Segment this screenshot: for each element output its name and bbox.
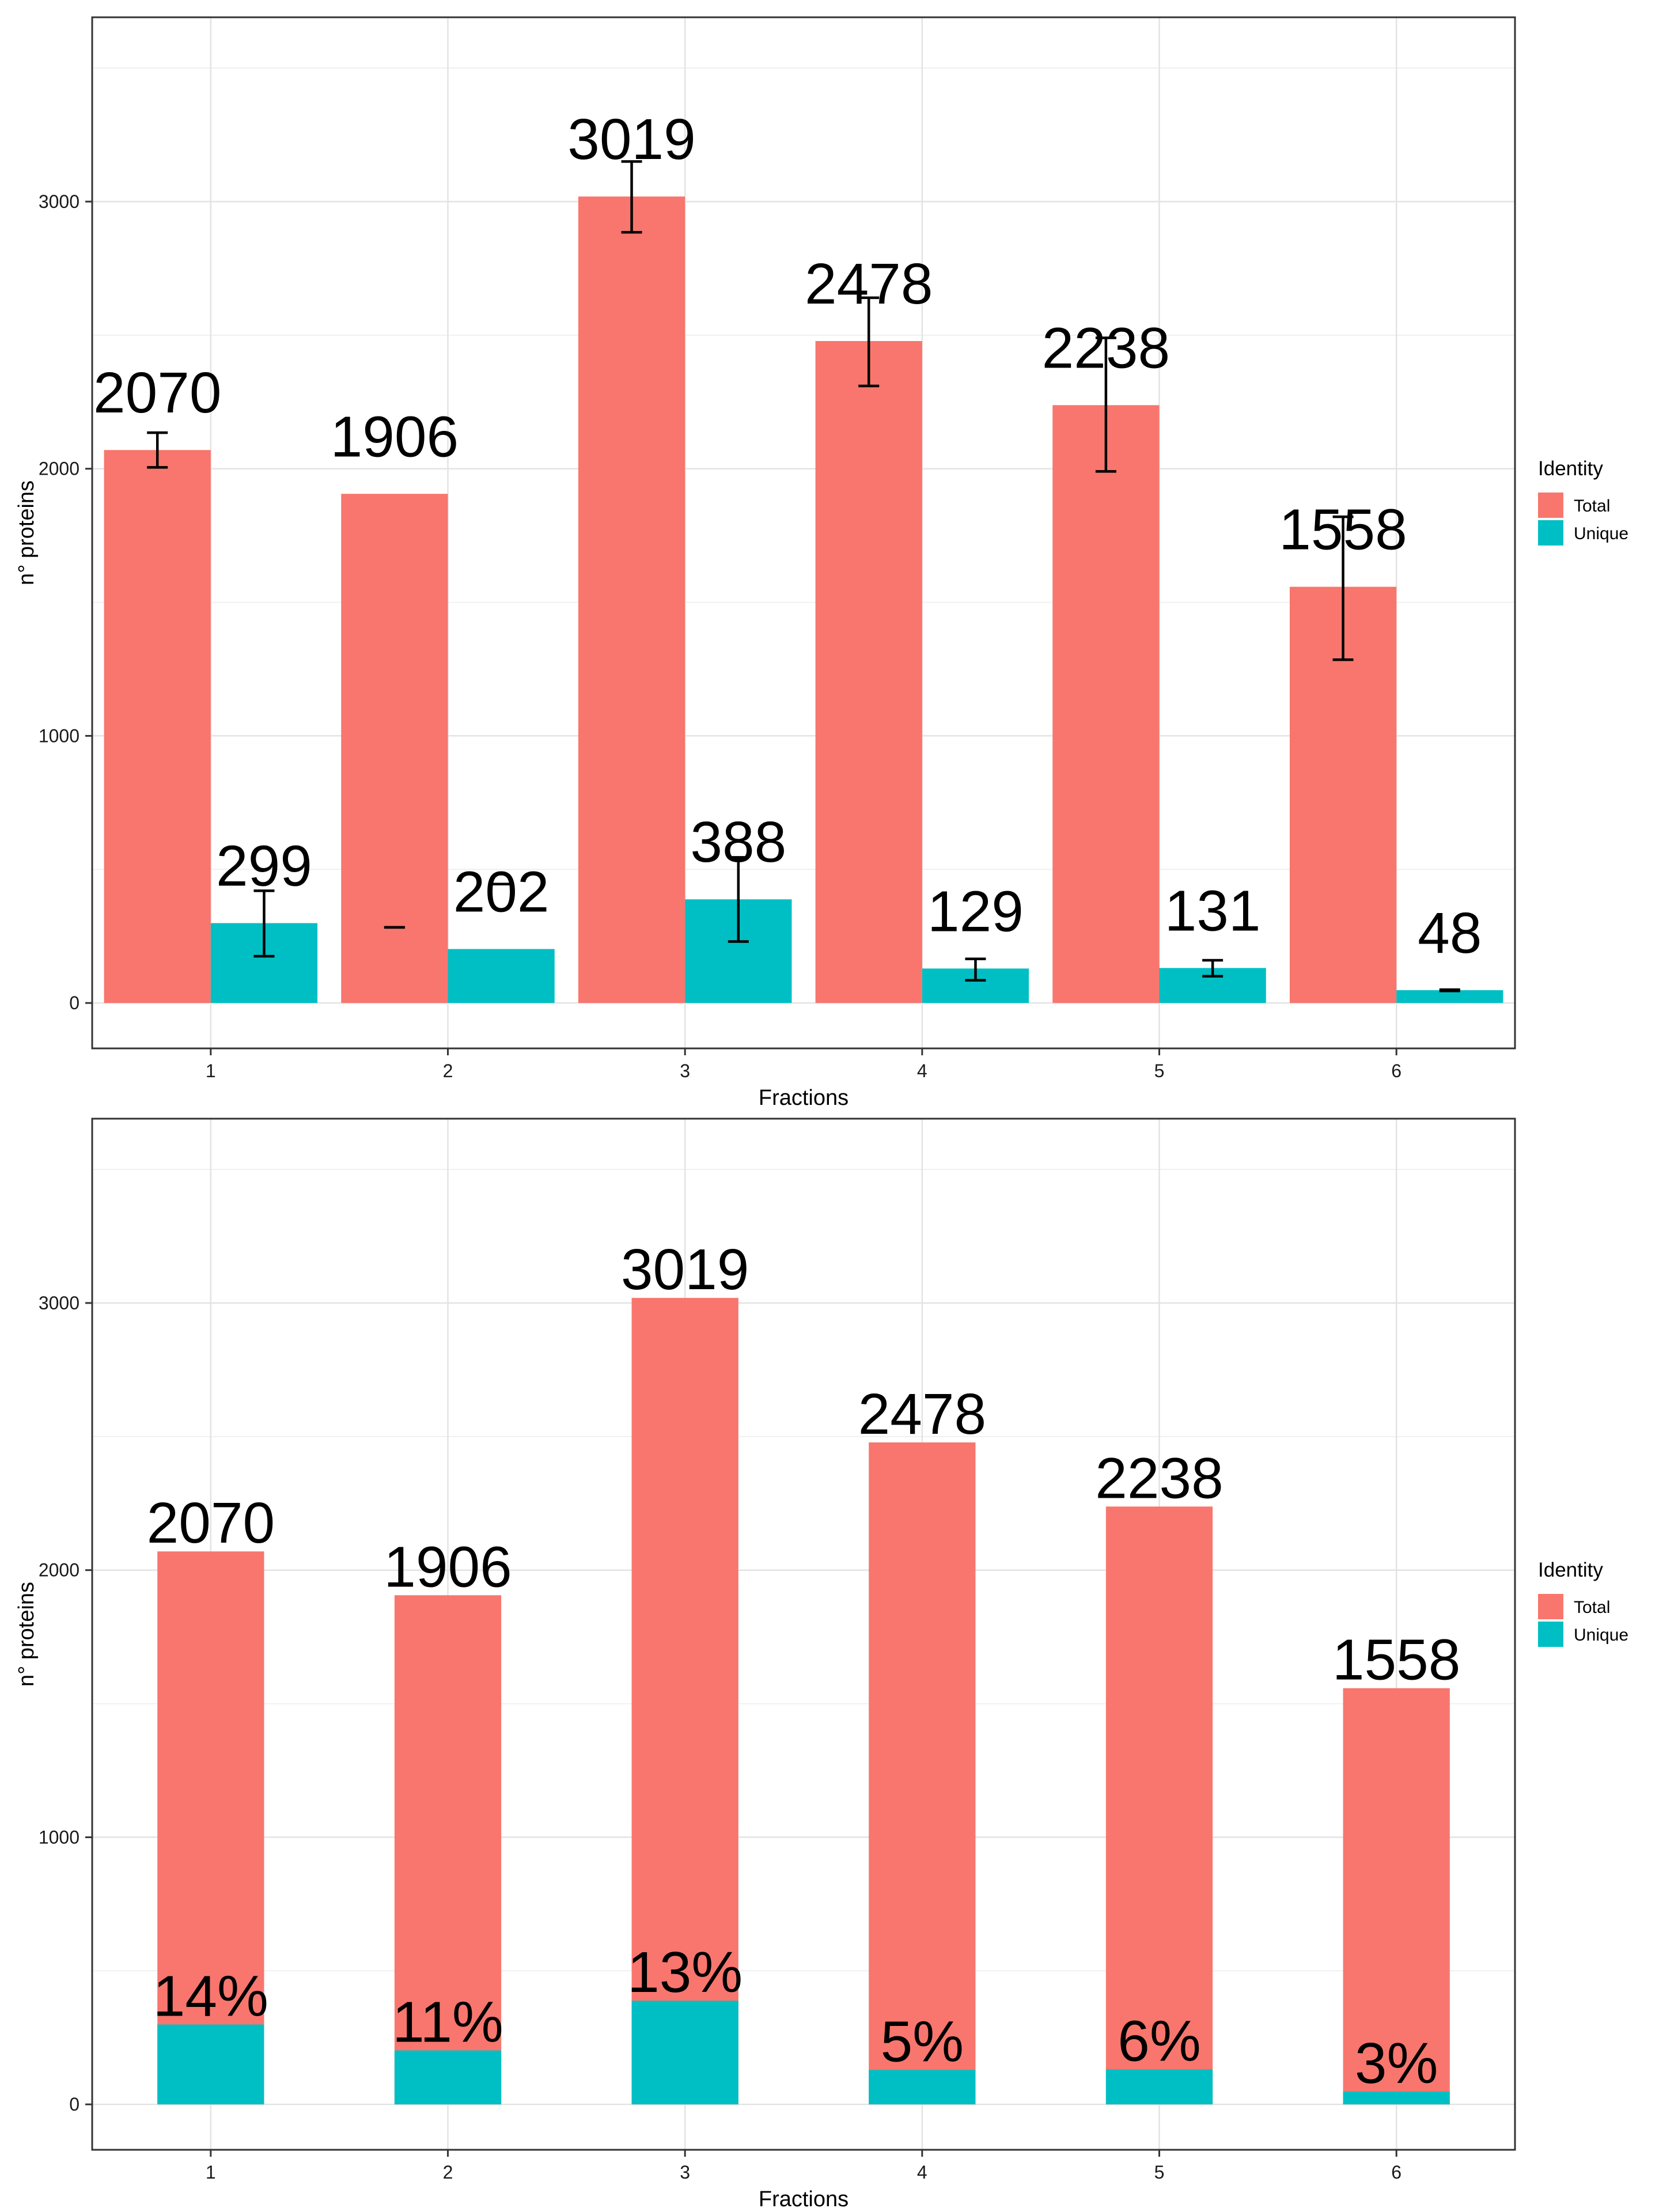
- x-tick-label: 1: [206, 1060, 216, 1081]
- x-tick-label: 6: [1391, 1060, 1402, 1081]
- data-label-total-2: 1906: [384, 1535, 512, 1599]
- x-tick-label: 1: [206, 2162, 216, 2183]
- data-label-total-5: 2238: [1095, 1446, 1223, 1510]
- bar-unique-6: [1343, 2091, 1450, 2105]
- error-bar-total-1: [147, 431, 168, 469]
- legend-label-total: Total: [1574, 1598, 1610, 1617]
- data-label-unique-pct-1: 14%: [153, 1964, 268, 2029]
- data-label-unique-pct-5: 6%: [1118, 2009, 1201, 2073]
- panel-border: [91, 16, 1516, 1050]
- y-tick-label: 1000: [39, 1827, 79, 1847]
- x-tick-label: 6: [1391, 2162, 1402, 2183]
- bar-total-5: [1052, 405, 1160, 1003]
- data-label-unique-1: 299: [216, 834, 312, 899]
- legend-title: Identity: [1538, 1559, 1603, 1581]
- x-tick-label: 4: [917, 2162, 927, 2183]
- data-label-unique-pct-4: 5%: [881, 2009, 964, 2074]
- legend-key-total: [1538, 1594, 1563, 1619]
- data-label-unique-4: 129: [927, 879, 1024, 944]
- y-axis-title: n° proteins: [14, 480, 39, 585]
- error-bar-total-4: [858, 296, 880, 388]
- data-label-total-6: 1558: [1279, 498, 1407, 562]
- y-tick-label: 2000: [39, 1560, 79, 1581]
- legend-key-unique: [1538, 1622, 1563, 1647]
- legend-key-total: [1538, 493, 1563, 518]
- bar-total-4: [815, 341, 922, 1003]
- bar-unique-2: [448, 949, 555, 1003]
- error-bar-unique-5: [1202, 959, 1224, 978]
- y-tick-label: 0: [69, 993, 79, 1013]
- legend-label-unique: Unique: [1574, 524, 1628, 543]
- data-label-unique-6: 48: [1418, 901, 1482, 965]
- legend-key-unique: [1538, 520, 1563, 546]
- bar-unique-2: [394, 2050, 502, 2105]
- legend-label-unique: Unique: [1574, 1626, 1628, 1645]
- error-bar-unique-1: [253, 889, 275, 958]
- x-tick-label: 2: [443, 1060, 453, 1081]
- y-tick-label: 3000: [39, 191, 79, 212]
- x-tick-label: 4: [917, 1060, 927, 1081]
- data-label-unique-pct-3: 13%: [627, 1940, 743, 2005]
- data-label-total-1: 2070: [93, 361, 221, 425]
- chart-panel-1: 2070 1906 3019 2478 2238 1558 299 202 388 129 131 4…: [14, 16, 1628, 1110]
- x-tick-label: 3: [680, 2162, 690, 2183]
- bar-unique-5: [1105, 2069, 1213, 2105]
- error-bar-total-6: [1332, 515, 1354, 661]
- y-axis-title: n° proteins: [14, 1582, 39, 1687]
- data-label-total-1: 2070: [147, 1491, 275, 1555]
- x-axis-title: Fractions: [759, 2187, 849, 2211]
- bar-total-3: [631, 1298, 738, 2105]
- data-label-unique-3: 388: [690, 810, 786, 874]
- legend: Identity Total Unique: [1538, 457, 1628, 546]
- bar-total-3: [578, 196, 685, 1003]
- legend-label-total: Total: [1574, 497, 1610, 516]
- bar-total-5: [1105, 1506, 1213, 2105]
- x-tick-label: 5: [1154, 1060, 1165, 1081]
- data-label-unique-5: 131: [1165, 878, 1261, 943]
- bar-total-2: [341, 494, 448, 1003]
- bar-total-6: [1343, 1688, 1450, 2105]
- data-label-total-2: 1906: [331, 404, 459, 469]
- legend-title: Identity: [1538, 457, 1603, 480]
- data-label-total-4: 2478: [805, 252, 933, 316]
- data-label-total-3: 3019: [621, 1237, 749, 1302]
- y-tick-label: 2000: [39, 459, 79, 479]
- bar-total-1: [157, 1551, 264, 2105]
- y-tick-label: 1000: [39, 725, 79, 746]
- bar-unique-6: [1396, 990, 1503, 1003]
- bar-total-2: [394, 1595, 502, 2105]
- error-bar-total-3: [621, 160, 642, 234]
- bar-unique-3: [631, 2001, 738, 2105]
- error-bar-unique-3: [728, 856, 749, 943]
- y-tick-label: 3000: [39, 1293, 79, 1313]
- data-label-total-6: 1558: [1332, 1628, 1460, 1692]
- x-tick-label: 2: [443, 2162, 453, 2183]
- chart-panel-2: 2070 14% 1906 11% 3019 13% 2478 5% 2238 6% 1558 3% 0…: [14, 1118, 1628, 2211]
- panel-border: [91, 1118, 1516, 2151]
- error-bar-total-5: [1095, 336, 1116, 473]
- error-bar-unique-4: [965, 957, 986, 982]
- bar-total-1: [104, 450, 211, 1003]
- y-tick-label: 0: [69, 2094, 79, 2115]
- bar-unique-1: [157, 2024, 264, 2105]
- error-bar-unique-6: [1439, 988, 1460, 993]
- data-label-total-5: 2238: [1042, 316, 1170, 380]
- x-tick-label: 5: [1154, 2162, 1165, 2183]
- bar-total-4: [869, 1442, 976, 2105]
- data-label-unique-pct-2: 11%: [392, 1990, 503, 2054]
- data-label-unique-pct-6: 3%: [1355, 2031, 1438, 2096]
- data-label-total-3: 3019: [567, 107, 695, 172]
- x-axis-title: Fractions: [759, 1086, 849, 1110]
- bar-unique-4: [869, 2070, 976, 2105]
- data-label-unique-2: 202: [453, 859, 550, 924]
- x-tick-label: 3: [680, 1060, 690, 1081]
- legend: Identity Total Unique: [1538, 1559, 1628, 1647]
- data-label-total-4: 2478: [858, 1382, 986, 1446]
